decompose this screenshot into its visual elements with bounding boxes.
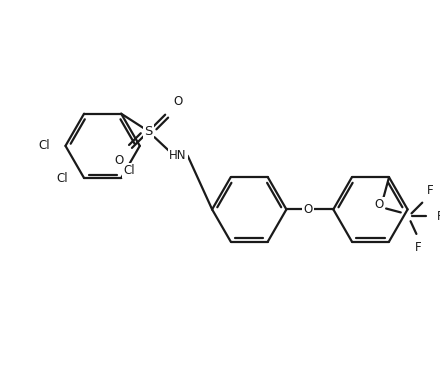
Text: O: O xyxy=(374,198,384,211)
Text: F: F xyxy=(415,241,422,254)
Text: Cl: Cl xyxy=(38,139,50,152)
Text: O: O xyxy=(303,203,312,216)
Text: F: F xyxy=(436,210,440,223)
Text: O: O xyxy=(115,154,124,167)
Text: Cl: Cl xyxy=(123,164,135,177)
Text: S: S xyxy=(144,125,153,138)
Text: Cl: Cl xyxy=(57,171,69,185)
Text: HN: HN xyxy=(169,149,187,162)
Text: F: F xyxy=(427,185,433,197)
Text: O: O xyxy=(173,95,183,109)
